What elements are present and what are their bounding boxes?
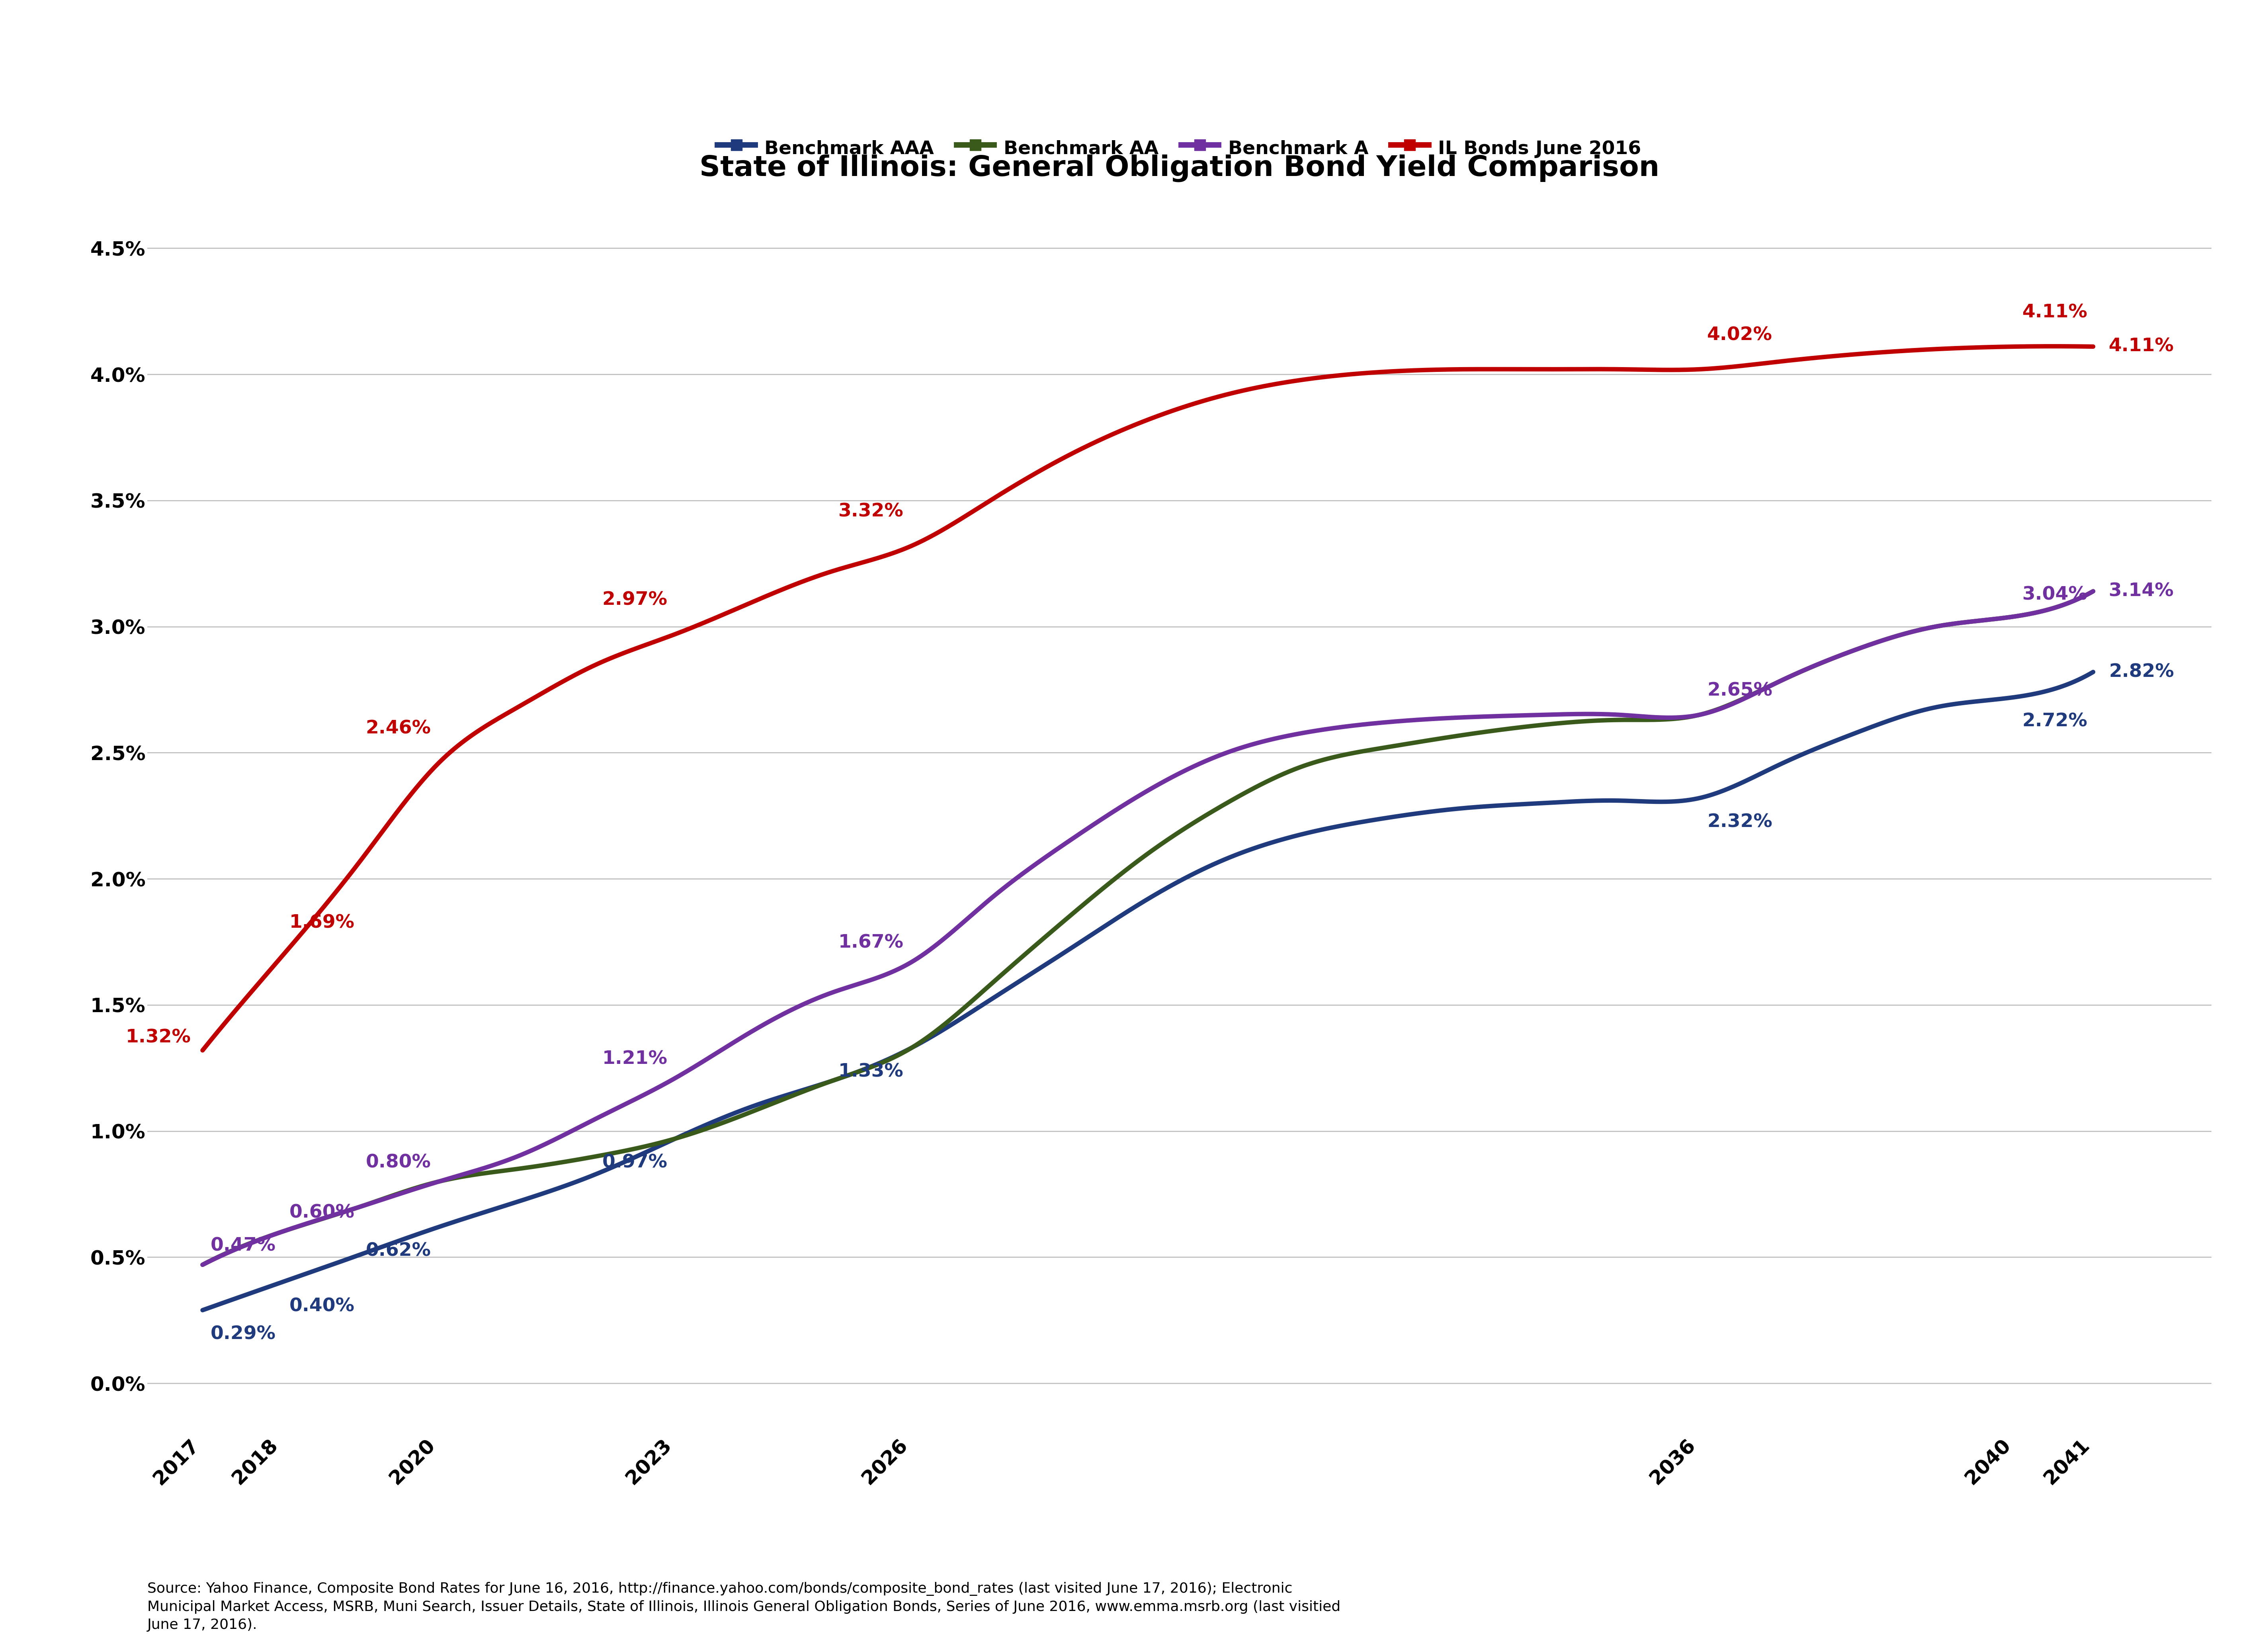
Text: 0.80%: 0.80% <box>365 1154 431 1172</box>
Text: 4.11%: 4.11% <box>2109 338 2175 356</box>
Title: State of Illinois: General Obligation Bond Yield Comparison: State of Illinois: General Obligation Bo… <box>699 155 1660 181</box>
Text: 2.72%: 2.72% <box>2023 712 2087 730</box>
Text: 0.29%: 0.29% <box>211 1325 277 1343</box>
Text: 2.82%: 2.82% <box>2109 662 2175 681</box>
Text: 2.46%: 2.46% <box>365 720 431 738</box>
Text: 3.14%: 3.14% <box>2109 582 2175 600</box>
Text: 1.21%: 1.21% <box>601 1050 667 1068</box>
Text: 4.11%: 4.11% <box>2023 303 2087 321</box>
Text: 1.69%: 1.69% <box>290 915 354 931</box>
Legend: Benchmark AAA, Benchmark AA, Benchmark A, IL Bonds June 2016: Benchmark AAA, Benchmark AA, Benchmark A… <box>708 127 1651 168</box>
Text: 2.65%: 2.65% <box>1708 682 1771 700</box>
Text: 1.32%: 1.32% <box>125 1028 191 1046</box>
Text: 1.67%: 1.67% <box>839 934 903 953</box>
Text: 3.32%: 3.32% <box>839 503 903 521</box>
Text: 0.97%: 0.97% <box>601 1154 667 1172</box>
Text: 0.62%: 0.62% <box>365 1243 431 1261</box>
Text: 2.97%: 2.97% <box>601 592 667 608</box>
Text: 0.60%: 0.60% <box>290 1205 354 1221</box>
Text: 0.47%: 0.47% <box>211 1236 277 1254</box>
Text: 2.32%: 2.32% <box>1708 812 1771 831</box>
Text: 4.02%: 4.02% <box>1708 326 1771 344</box>
Text: 0.40%: 0.40% <box>290 1297 354 1315</box>
Text: 3.04%: 3.04% <box>2023 587 2087 603</box>
Text: Source: Yahoo Finance, Composite Bond Rates for June 16, 2016, http://finance.ya: Source: Yahoo Finance, Composite Bond Ra… <box>147 1582 1340 1632</box>
Text: 1.33%: 1.33% <box>839 1063 903 1081</box>
